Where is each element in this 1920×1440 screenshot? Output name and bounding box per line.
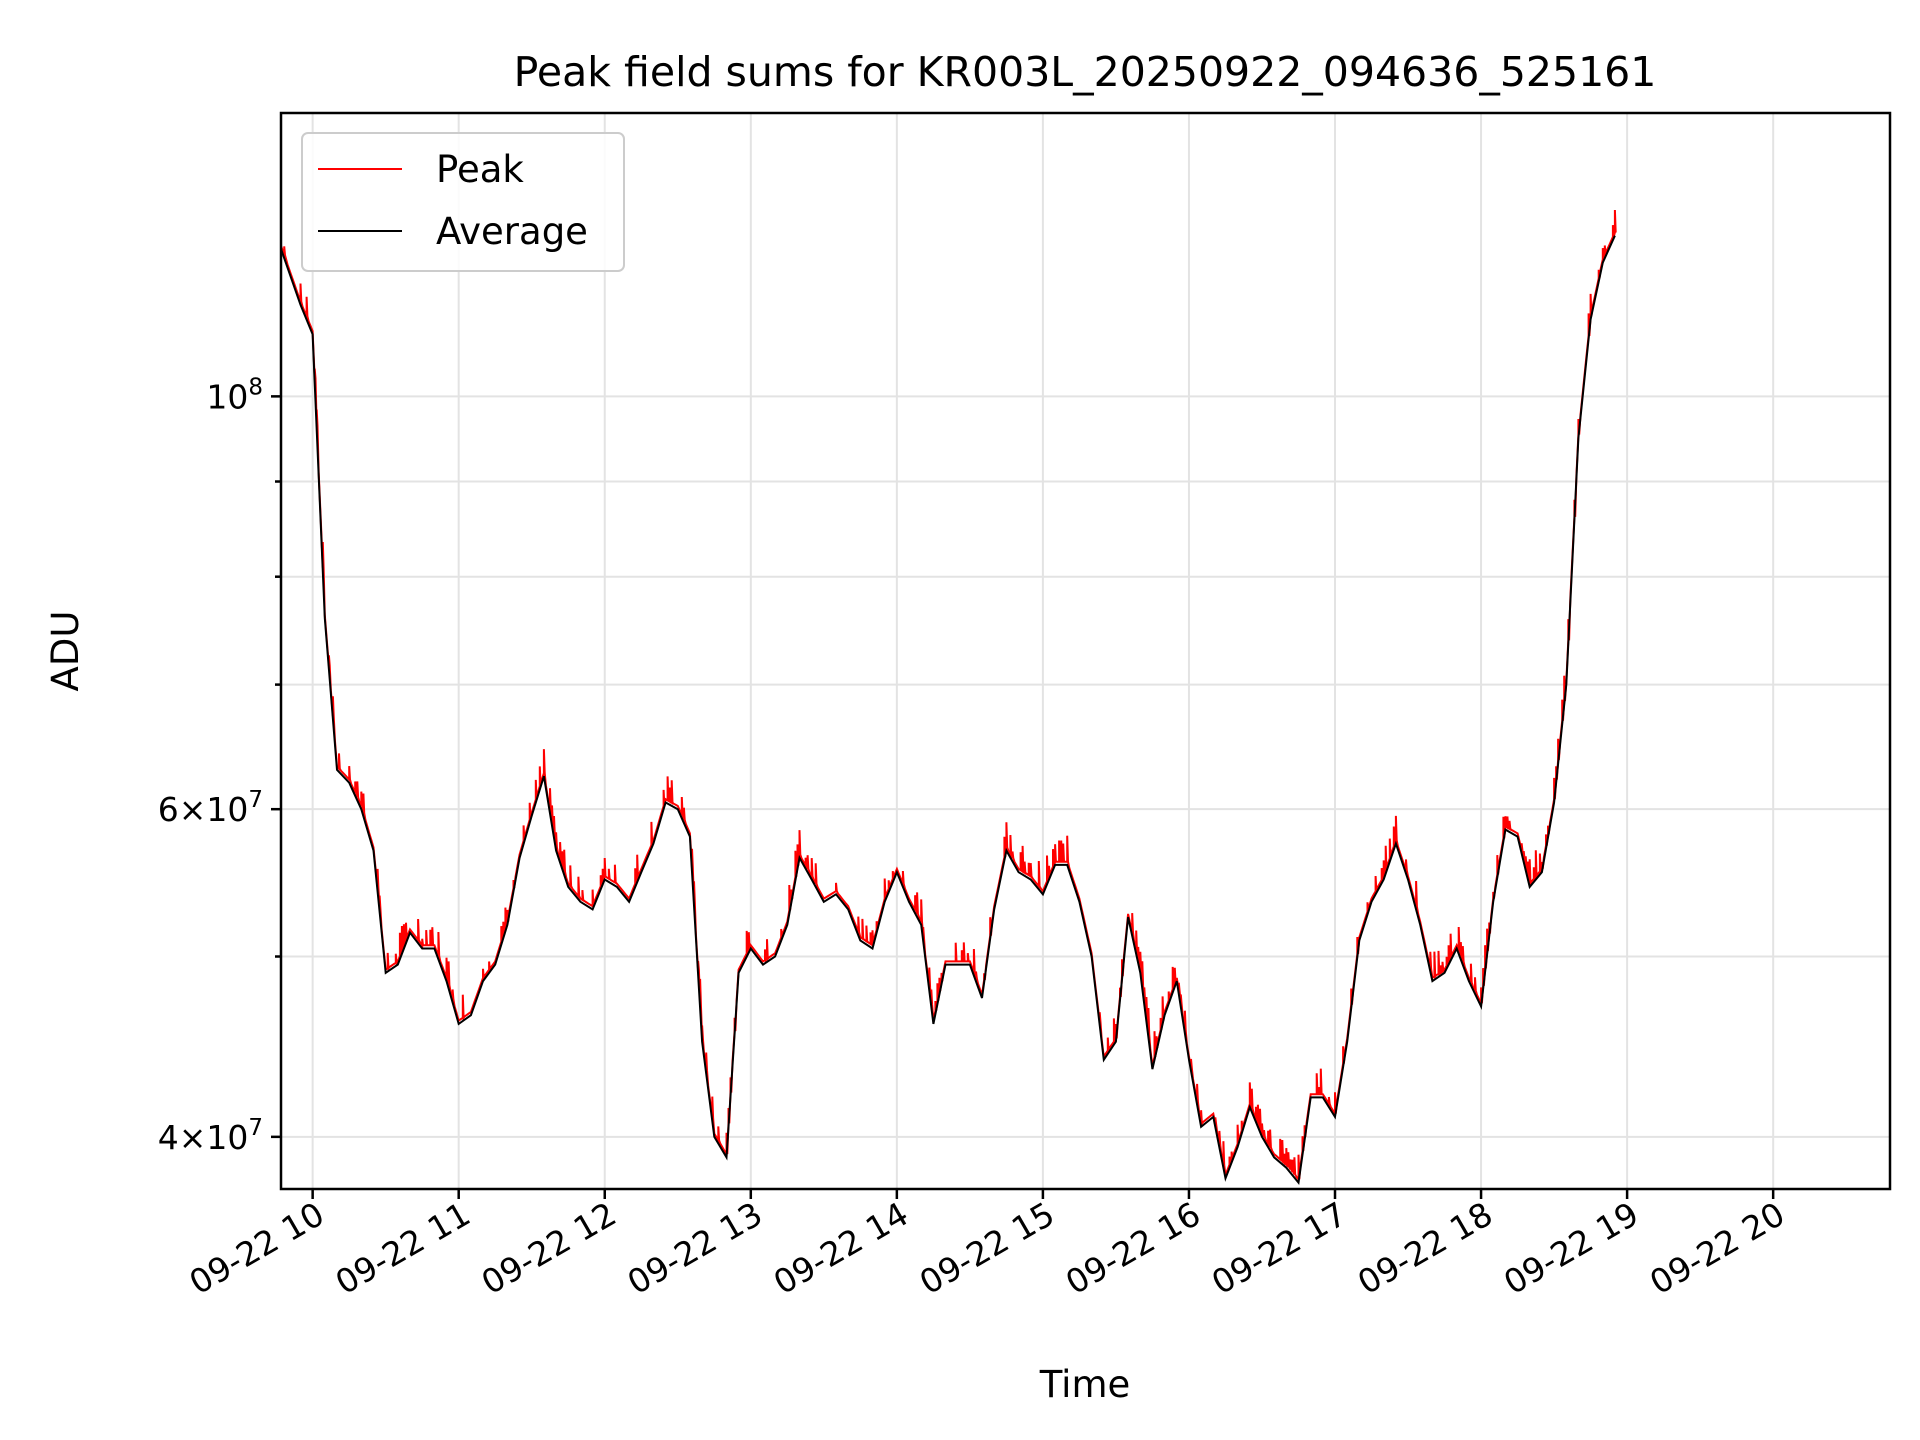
x-axis-label: Time xyxy=(1039,1363,1131,1406)
y-tick-label: 6×107 xyxy=(158,787,263,829)
y-axis-label: ADU xyxy=(44,611,87,692)
legend-label: Average xyxy=(436,210,588,253)
legend-box xyxy=(301,132,625,272)
plot-frame xyxy=(279,111,1892,1191)
x-tick-label: 09-22 16 xyxy=(1059,1194,1207,1302)
y-tick-label: 4×107 xyxy=(158,1115,263,1157)
grid xyxy=(281,113,1890,1189)
chart-title: Peak field sums for KR003L_20250922_0946… xyxy=(514,48,1657,96)
x-tick-label: 09-22 11 xyxy=(329,1194,477,1302)
y-axis: 108 6×107 4×107 xyxy=(158,374,281,1157)
series-line-peak xyxy=(280,209,1617,1183)
x-tick-label: 09-22 14 xyxy=(767,1194,915,1302)
x-tick-label: 09-22 13 xyxy=(621,1194,769,1302)
legend-label: Peak xyxy=(436,148,524,191)
x-tick-label: 09-22 18 xyxy=(1351,1194,1499,1302)
x-tick-label: 09-22 20 xyxy=(1643,1194,1791,1302)
y-tick-label: 108 xyxy=(206,374,263,416)
x-tick-label: 09-22 10 xyxy=(183,1194,331,1302)
series-lines xyxy=(280,209,1617,1185)
legend: Peak Average xyxy=(301,132,625,272)
series-line-average xyxy=(280,235,1616,1185)
x-tick-label: 09-22 12 xyxy=(475,1194,623,1302)
x-tick-label: 09-22 17 xyxy=(1205,1194,1353,1302)
x-tick-label: 09-22 15 xyxy=(913,1194,1061,1302)
x-tick-label: 09-22 19 xyxy=(1497,1194,1645,1302)
